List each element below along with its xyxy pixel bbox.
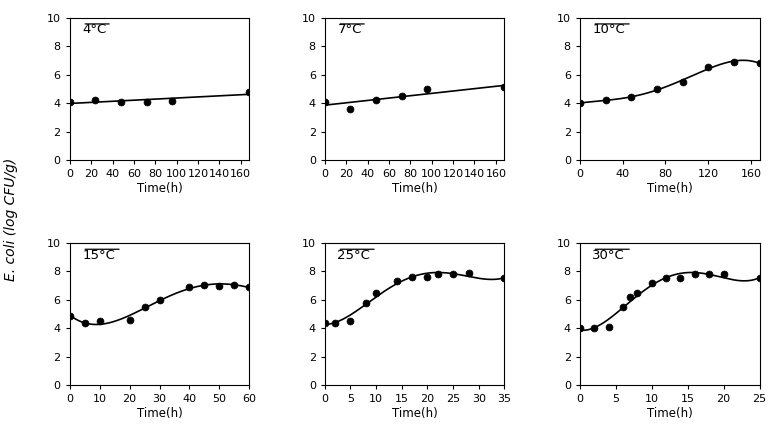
Point [574,325,586,332]
Point [360,299,372,306]
Text: 15°C: 15°C [82,248,115,261]
Point [651,85,663,92]
Point [115,99,127,106]
Point [406,274,419,281]
Point [422,85,434,92]
X-axis label: Time(h): Time(h) [647,182,693,195]
Point [702,64,715,71]
Point [674,275,687,282]
Point [588,324,601,331]
Point [243,88,256,95]
Point [703,271,715,278]
Point [329,319,341,326]
Point [243,283,256,290]
Point [624,293,636,300]
Point [422,274,434,281]
X-axis label: Time(h): Time(h) [136,407,182,420]
Point [166,97,178,104]
Point [64,312,76,319]
Point [395,92,408,99]
Point [319,319,331,326]
Point [139,304,151,311]
Point [498,84,511,91]
Point [391,278,403,285]
X-axis label: Time(h): Time(h) [136,182,182,195]
X-axis label: Time(h): Time(h) [391,407,438,420]
Point [677,78,689,85]
Point [89,97,102,104]
Point [753,60,766,67]
X-axis label: Time(h): Time(h) [391,182,438,195]
Point [728,58,740,65]
Point [213,282,226,289]
Point [718,271,730,278]
Point [344,105,357,112]
Text: 25°C: 25°C [337,248,370,261]
Point [625,94,637,101]
Text: 30°C: 30°C [592,248,625,261]
Point [344,318,357,325]
Point [646,279,658,286]
Point [94,318,106,325]
Point [617,304,629,311]
Point [370,289,382,296]
Point [228,281,240,288]
Point [602,324,615,331]
Point [574,99,586,106]
Point [689,271,701,278]
Point [370,97,382,104]
Point [78,320,91,327]
Point [123,316,136,323]
Point [753,275,766,282]
Point [498,275,511,282]
Point [184,283,196,290]
Point [463,269,475,276]
Text: 10°C: 10°C [592,23,625,36]
Point [447,271,460,278]
X-axis label: Time(h): Time(h) [647,407,693,420]
Text: 4°C: 4°C [82,23,107,36]
Point [140,98,153,105]
Point [198,281,211,288]
Text: 7°C: 7°C [337,23,362,36]
Point [153,297,166,304]
Point [599,97,611,104]
Point [660,275,672,282]
Text: E. coli (log CFU/g): E. coli (log CFU/g) [4,157,18,281]
Point [319,98,331,105]
Point [432,271,444,278]
Point [64,98,76,105]
Point [631,289,643,296]
